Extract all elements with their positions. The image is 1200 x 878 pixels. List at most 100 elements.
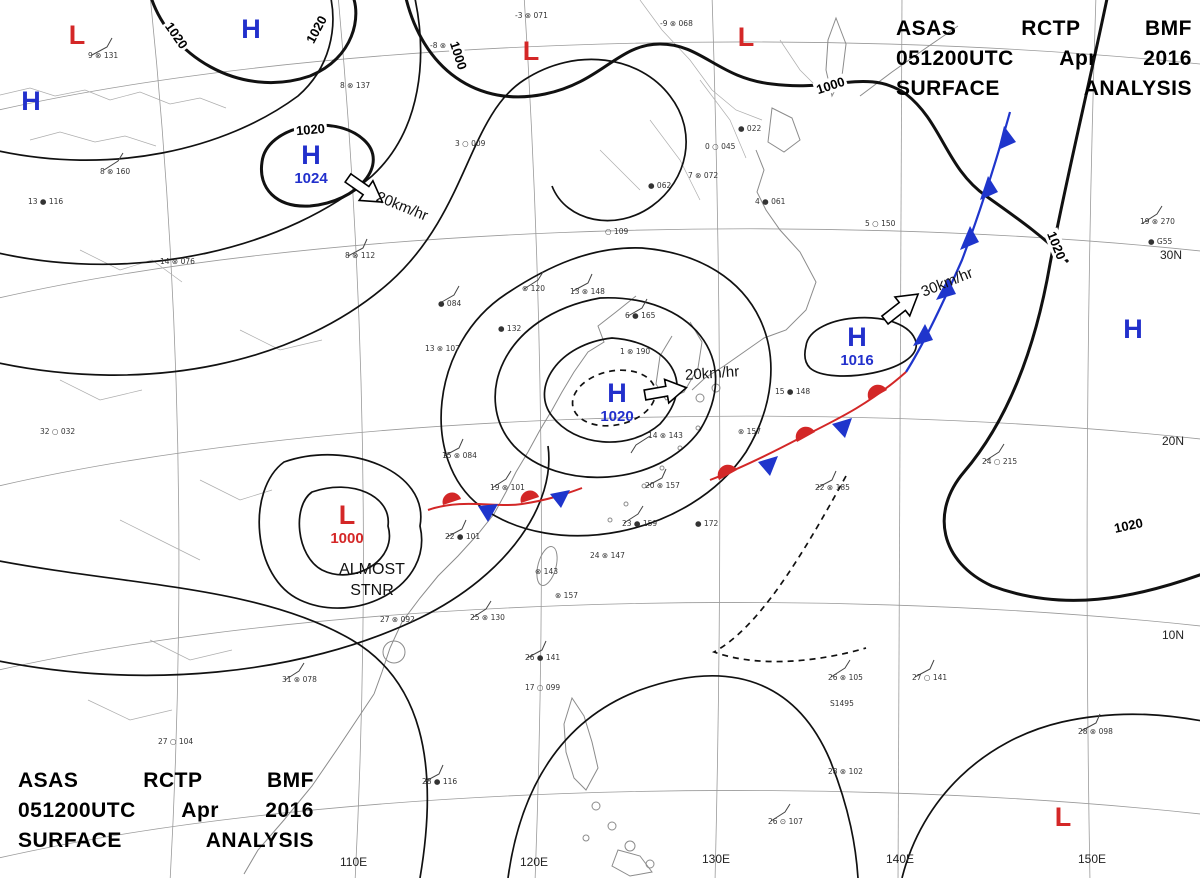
high-symbol: H — [607, 378, 627, 408]
low-symbol: L — [68, 20, 86, 50]
high-symbol: H — [1123, 314, 1143, 344]
stationary-front-west — [427, 487, 583, 522]
station-plot: ○ 109 — [605, 227, 629, 236]
high-value: 1016 — [840, 352, 874, 369]
analysis-title-bottom-left: ASAS RCTP BMF 051200UTC Apr 2016 SURFACE… — [18, 766, 314, 855]
station-plot: 24 ○ 215 — [982, 457, 1018, 466]
almost-stnr-annotation: ALMOST STNR — [322, 560, 422, 602]
station-plot: 13 ⊗ 107 — [425, 344, 460, 353]
low-center-1000: L 1000 — [324, 500, 370, 547]
wind-barbs-layer — [91, 37, 1163, 822]
cold-front — [905, 111, 1016, 373]
high-value: 1020 — [600, 408, 634, 425]
station-plot: -9 ⊗ 068 — [660, 19, 693, 28]
title-line3: SURFACE ANALYSIS — [18, 828, 314, 852]
analysis-title-top-right: ASAS RCTP BMF 051200UTC Apr 2016 SURFACE… — [896, 14, 1192, 103]
movement-arrow — [880, 293, 920, 326]
station-plot: 13 ⊗ 148 — [570, 287, 605, 296]
station-plot: S1495 — [830, 699, 854, 708]
station-plot: -3 ⊗ 071 — [515, 11, 548, 20]
title-line1: ASAS RCTP BMF — [18, 769, 314, 792]
station-plot: 13 ● 116 — [28, 197, 64, 206]
station-plot: 28 ⊗ 098 — [1078, 727, 1113, 736]
station-plot: 32 ○ 032 — [40, 427, 76, 436]
station-plot: 14 ⊗ 143 — [648, 431, 683, 440]
stationary-front-east — [709, 371, 907, 481]
station-plot: ● 062 — [648, 181, 672, 190]
station-plot: 17 ○ 099 — [525, 683, 561, 692]
isobar-label: 1020 — [293, 120, 328, 139]
station-plot: 7 ⊗ 072 — [688, 171, 719, 180]
high-symbol: H — [21, 86, 41, 116]
high-value: 1024 — [294, 170, 328, 187]
high-center: H — [228, 16, 274, 45]
station-plot: 4 ● 061 — [755, 197, 786, 206]
station-plot: 1 ⊗ 190 — [620, 347, 651, 356]
low-symbol: L — [522, 36, 540, 66]
longitude-label: 120E — [520, 855, 549, 869]
station-plot: 20 ⊗ 157 — [645, 481, 680, 490]
longitude-label: 110E — [340, 855, 368, 869]
station-plot: ● G55 — [1148, 237, 1173, 246]
low-symbol: L — [737, 22, 755, 52]
station-plot: 8 ⊗ 137 — [340, 81, 371, 90]
station-plot: 0 ○ 045 — [705, 142, 736, 151]
annotation-line1: ALMOST — [339, 561, 405, 578]
high-symbol: H — [301, 140, 321, 170]
longitude-label: 140E — [886, 852, 915, 866]
station-plot: 25 ⊗ 130 — [470, 613, 505, 622]
low-center: L — [508, 38, 554, 67]
station-plot: 26 ⊙ 107 — [768, 817, 803, 826]
title-line2: 051200UTC Apr 2016 — [18, 798, 314, 822]
station-plot: 8 ⊗ 112 — [345, 251, 376, 260]
high-symbol: H — [847, 322, 867, 352]
station-plot: 15 ⊗ 084 — [442, 451, 477, 460]
low-symbol: L — [338, 500, 356, 530]
latitude-label: 30N — [1160, 248, 1183, 262]
station-plot: 24 ⊗ 147 — [590, 551, 625, 560]
station-plot: 3 ○ 009 — [455, 139, 486, 148]
movement-arrow — [643, 378, 688, 405]
low-center: L — [54, 22, 100, 51]
annotation-line2: STNR — [350, 581, 394, 599]
latitude-label: 20N — [1162, 434, 1185, 448]
station-plot: ● 084 — [438, 299, 462, 308]
title-line1: ASAS RCTP BMF — [896, 17, 1192, 40]
station-plot: 22 ⊗ 185 — [815, 483, 850, 492]
station-plot: 8 ⊗ 160 — [100, 167, 131, 176]
trough-line — [711, 475, 867, 663]
station-plot: 22 ● 101 — [445, 532, 481, 541]
station-plot: 19 ⊗ 101 — [490, 483, 525, 492]
longitude-label: 130E — [702, 852, 731, 866]
station-plot: ⊗ 157 — [555, 591, 578, 600]
high-symbol: H — [241, 14, 261, 44]
low-value: 1000 — [330, 530, 364, 547]
station-plot: 27 ○ 141 — [912, 673, 948, 682]
title-line2: 051200UTC Apr 2016 — [896, 46, 1192, 70]
low-symbol: L — [1054, 802, 1072, 832]
station-plot: 9 ⊗ 131 — [88, 51, 119, 60]
title-line3: SURFACE ANALYSIS — [896, 76, 1192, 100]
high-center: H — [1110, 316, 1156, 345]
station-plot: 28 ● 116 — [422, 777, 458, 786]
station-plot: 27 ○ 104 — [158, 737, 194, 746]
station-plot: 14 ⊗ 076 — [160, 257, 195, 266]
fronts-layer — [427, 111, 1016, 522]
station-plot: ⊗ 143 — [535, 567, 558, 576]
high-center-1016: H 1016 — [834, 322, 880, 369]
station-plot: 5 ○ 150 — [865, 219, 896, 228]
low-center: L — [1040, 804, 1086, 833]
movement-arrow — [344, 172, 384, 203]
high-center-1024: H 1024 — [288, 140, 334, 187]
border-river-layer — [0, 0, 821, 721]
latitude-label: 10N — [1162, 628, 1185, 642]
low-center: L — [723, 24, 769, 53]
station-plot: ● 132 — [498, 324, 522, 333]
station-plot: 19 ⊗ 270 — [1140, 217, 1175, 226]
station-plot: ⊗ 120 — [522, 284, 545, 293]
station-plot: 27 ⊗ 092 — [380, 615, 415, 624]
high-center-1020: H 1020 — [594, 378, 640, 425]
